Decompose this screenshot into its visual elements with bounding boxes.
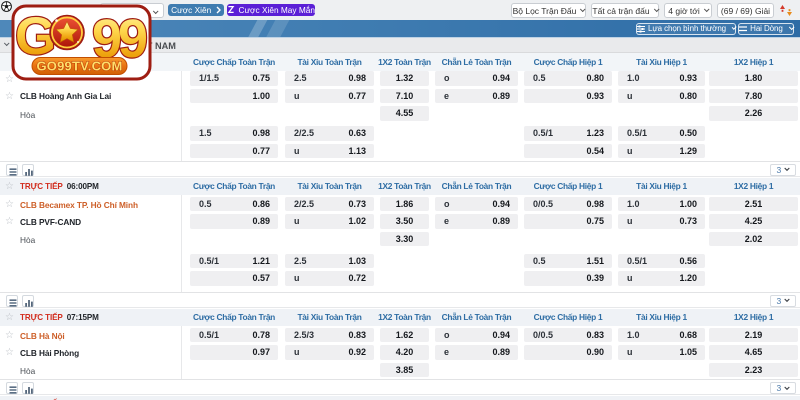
svg-text:GO99TV.COM: GO99TV.COM: [36, 59, 122, 74]
